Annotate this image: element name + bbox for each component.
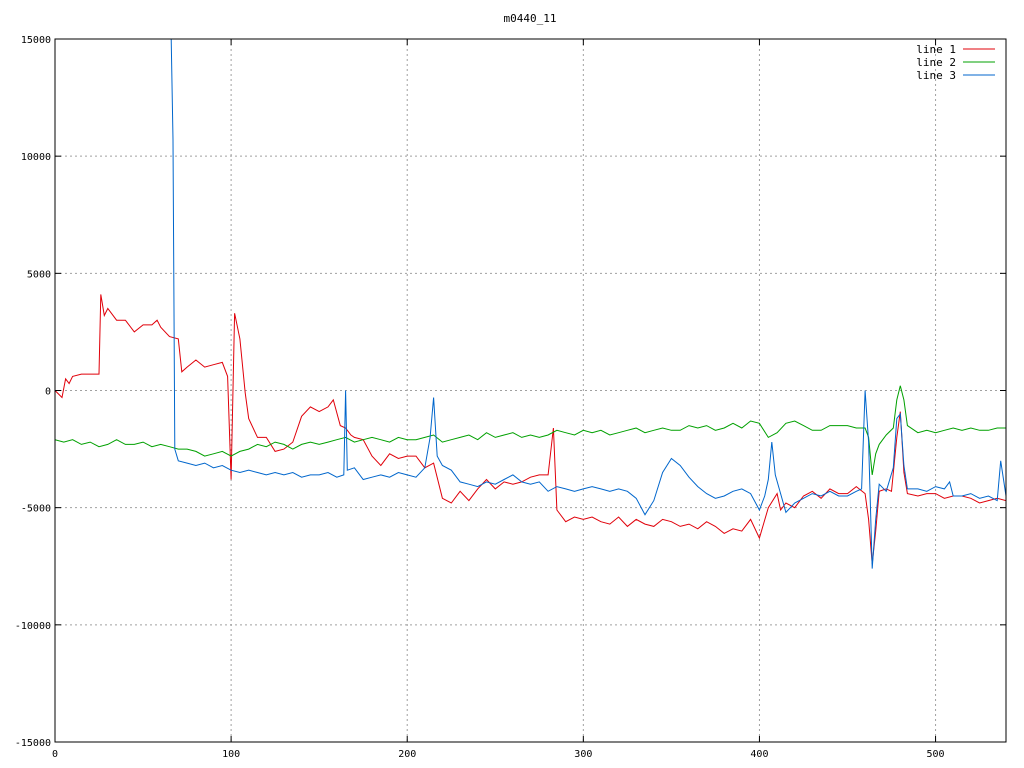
tick-labels: 0 100 200 300 400 500 -15000 -10000 -5000 0 5000 10… [15, 35, 1006, 760]
y-tick-label: -5000 [21, 504, 51, 515]
series-lines [55, 39, 1006, 569]
legend-label: line 3 [916, 69, 956, 82]
chart-title: m0440_11 [504, 12, 557, 25]
x-tick-label: 0 [52, 749, 58, 760]
legend-label: line 2 [916, 56, 956, 69]
grid [55, 39, 1006, 742]
y-tick-label: -15000 [15, 738, 51, 749]
y-tick-label: 10000 [21, 152, 51, 163]
y-tick-label: -10000 [15, 621, 51, 632]
series-line-2 [55, 385, 1006, 475]
y-tick-label: 5000 [27, 269, 51, 280]
x-tick-label: 300 [574, 749, 592, 760]
legend-label: line 1 [916, 43, 956, 56]
series-line-1 [55, 294, 1006, 564]
y-tick-label: 0 [45, 387, 51, 398]
x-tick-label: 500 [927, 749, 945, 760]
x-tick-label: 400 [750, 749, 768, 760]
x-tick-label: 200 [398, 749, 416, 760]
x-tick-label: 100 [222, 749, 240, 760]
y-tick-label: 15000 [21, 35, 51, 46]
series-line-3 [170, 39, 1006, 569]
